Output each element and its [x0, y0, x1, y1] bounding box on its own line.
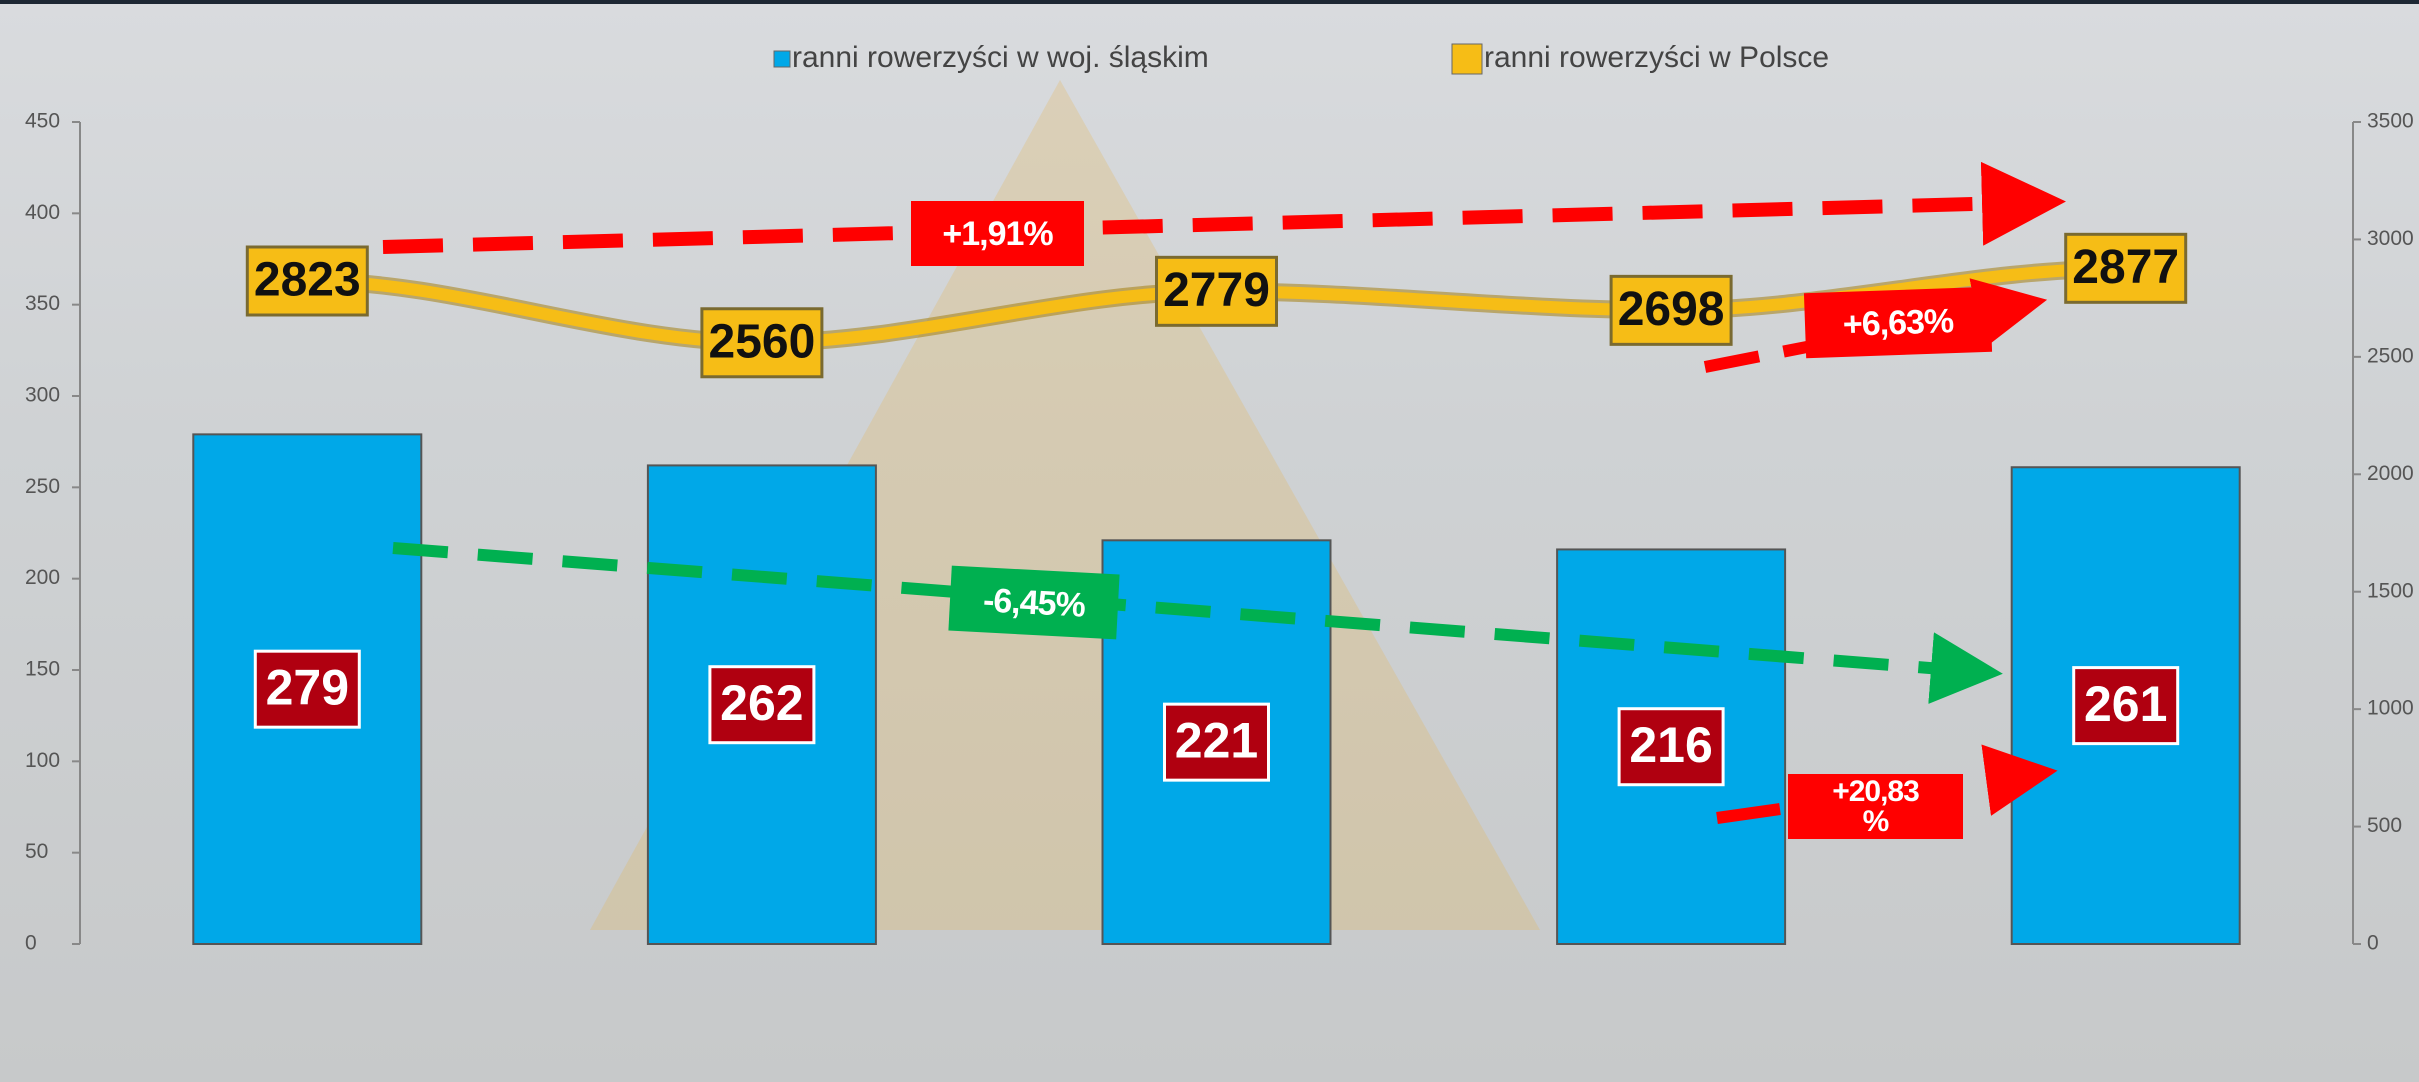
- y2-tick-label: 0: [2367, 932, 2379, 955]
- y-tick-label: 150: [25, 658, 60, 681]
- y2-tick-label: 1500: [2367, 579, 2414, 602]
- y-tick-label: 100: [25, 749, 60, 772]
- bar-label: 262: [720, 675, 803, 731]
- point-label: 2877: [2072, 241, 2179, 294]
- bar-label: 279: [266, 659, 349, 715]
- legend-label: ranni rowerzyści w woj. śląskim: [792, 41, 1209, 74]
- legend: ranni rowerzyści w woj. śląskim ranni row…: [774, 41, 1829, 74]
- point-label: 2560: [709, 315, 816, 368]
- annotation: -6,45%: [948, 566, 1119, 640]
- y-tick-label: 450: [25, 110, 60, 133]
- annotation: +6,63%: [1804, 287, 1992, 358]
- y-tick-label: 300: [25, 384, 60, 407]
- y-tick-label: 50: [25, 840, 48, 863]
- bar-label: 261: [2084, 676, 2167, 732]
- trend-arrow: [1995, 777, 2010, 779]
- page: 0 50 100 150 200 250 300 350 400 450 0 500 1000 1500 2…: [0, 0, 2419, 1082]
- y-tick-label: 0: [25, 932, 37, 955]
- y-tick-label: 400: [25, 201, 60, 224]
- y2-tick-label: 3000: [2367, 227, 2414, 250]
- bar-label: 216: [1629, 717, 1712, 773]
- y2-tick-label: 500: [2367, 814, 2402, 837]
- y2-tick-label: 1000: [2367, 697, 2414, 720]
- legend-swatch: [774, 51, 790, 67]
- y-tick-label: 200: [25, 566, 60, 589]
- y2-tick-label: 3500: [2367, 110, 2414, 133]
- legend-label: ranni rowerzyści w Polsce: [1484, 41, 1829, 74]
- y-tick-label: 250: [25, 475, 60, 498]
- annotation: +1,91%: [911, 201, 1084, 266]
- legend-swatch: [1452, 44, 1482, 74]
- y2-tick-label: 2500: [2367, 344, 2414, 367]
- chart: 0 50 100 150 200 250 300 350 400 450 0 500 1000 1500 2…: [0, 0, 2419, 1082]
- point-label: 2823: [254, 254, 361, 307]
- point-label: 2779: [1163, 264, 1270, 317]
- y-tick-label: 350: [25, 292, 60, 315]
- annotation: +20,83 %: [1788, 774, 1963, 839]
- y2-tick-label: 2000: [2367, 462, 2414, 485]
- trend-arrow: [383, 203, 2010, 247]
- point-label: 2698: [1618, 283, 1725, 336]
- bar-label: 221: [1175, 712, 1258, 768]
